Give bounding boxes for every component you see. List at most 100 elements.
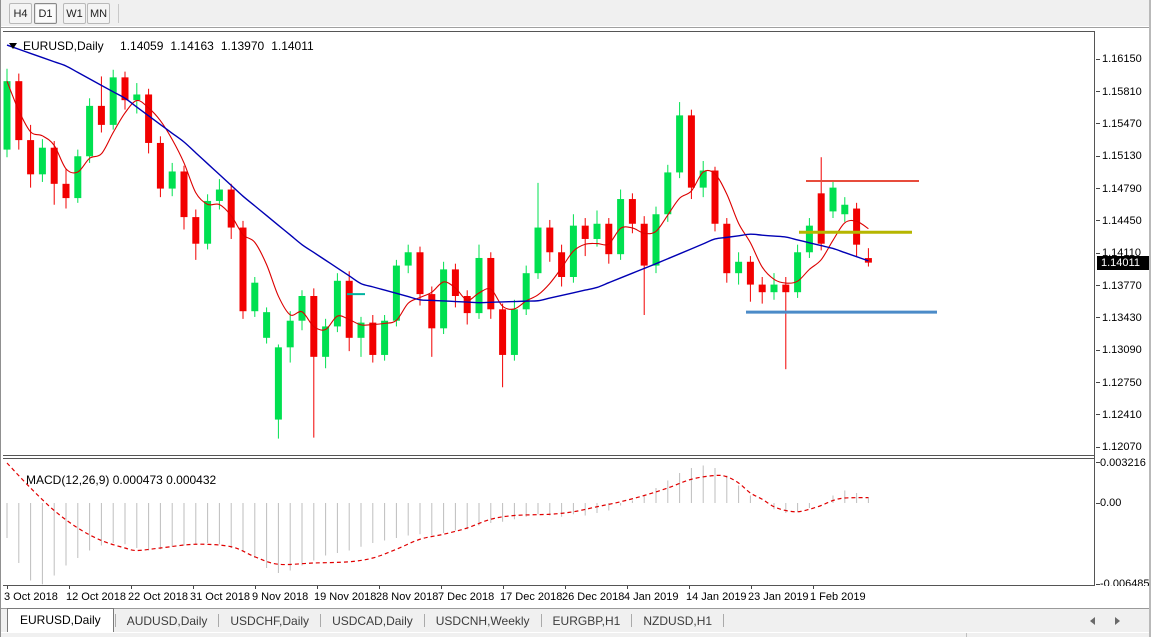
date-axis-tick [379, 586, 380, 589]
tabbar-separator [1, 608, 1151, 609]
tab-divider [723, 614, 725, 627]
chart-title: EURUSD,Daily 1.14059 1.14163 1.13970 1.1401… [9, 39, 314, 53]
arrow-right-icon [1114, 617, 1120, 625]
date-axis-tick [255, 586, 256, 589]
date-axis-label: 26 Dec 2018 [562, 591, 625, 603]
timeframe-toolbar: H4 D1 W1 MN [1, 0, 1151, 28]
date-axis-label: 4 Jan 2019 [624, 591, 679, 603]
macd-signal-value: 0.000432 [166, 473, 217, 487]
macd-signal-line [6, 462, 869, 566]
chart-tab-usdchf[interactable]: USDCHF,Daily [230, 614, 310, 628]
macd-indicator-label: MACD(12,26,9) 0.000473 0.000432 [6, 459, 216, 501]
price-axis-tick [1096, 123, 1100, 125]
date-axis[interactable]: 3 Oct 2018 12 Oct 2018 22 Oct 2018 31 Oct 2… [1, 586, 1151, 608]
ohlc-open: 1.14059 [120, 39, 164, 53]
chart-tab-usdcnh[interactable]: USDCNH,Weekly [435, 614, 530, 628]
chart-tab-eurgbp[interactable]: EURGBP,H1 [552, 614, 621, 628]
date-axis-tick [813, 586, 814, 589]
timeframe-h4-button[interactable]: H4 [9, 3, 32, 24]
tab-divider [218, 614, 220, 627]
ohlc-low: 1.13970 [220, 39, 265, 53]
price-axis-label: 1.14790 [1102, 182, 1142, 195]
chart-tab-bar: EURUSD,Daily AUDUSD,Daily USDCHF,Daily USDC… [1, 608, 1151, 632]
date-axis-tick [7, 586, 8, 589]
price-axis-label: 1.14110 [1102, 247, 1141, 260]
current-price-tag: 1.14011 [1097, 255, 1151, 270]
ma-fast-line [6, 80, 869, 331]
chart-tab-nzdusd[interactable]: NZDUSD,H1 [643, 614, 713, 628]
tab-divider [423, 614, 425, 627]
ma-slow-line [6, 44, 869, 304]
price-axis-label: 1.15470 [1102, 117, 1142, 130]
price-axis-tick [1096, 220, 1100, 222]
price-axis-tick [1096, 285, 1100, 287]
price-axis-tick [1096, 317, 1100, 319]
price-axis-label: 1.16150 [1102, 53, 1142, 66]
price-axis-label: 1.12750 [1102, 376, 1142, 389]
symbol-marker-icon [9, 43, 17, 49]
chart-tab-audusd[interactable]: AUDUSD,Daily [126, 614, 208, 628]
price-axis-tick [1096, 58, 1100, 60]
date-axis-tick [131, 586, 132, 589]
price-axis-tick [1096, 349, 1100, 351]
date-axis-tick [317, 586, 318, 589]
macd-axis-label: 0.00 [1100, 497, 1122, 509]
macd-name: MACD(12,26,9) [26, 473, 110, 487]
ohlc-close: 1.14011 [271, 39, 314, 53]
date-axis-tick [565, 586, 566, 589]
price-axis-tick [1096, 382, 1100, 383]
macd-axis-tick [1096, 462, 1100, 464]
date-axis-label: 17 Dec 2018 [500, 591, 563, 603]
date-axis-label: 28 Nov 2018 [376, 591, 439, 603]
chart-tab-usdcad[interactable]: USDCAD,Daily [332, 614, 413, 628]
tab-scroll-right-button[interactable] [1110, 615, 1124, 627]
tab-scroll-left-button[interactable] [1085, 615, 1099, 627]
macd-main-value: 0.000473 [112, 473, 163, 487]
price-axis-label: 1.13430 [1102, 311, 1142, 324]
price-axis-label: 1.13770 [1102, 279, 1142, 292]
date-axis-label: 9 Nov 2018 [252, 591, 309, 603]
timeframe-w1-button[interactable]: W1 [63, 3, 86, 24]
date-axis-tick [751, 586, 752, 589]
date-axis-label: 23 Jan 2019 [748, 591, 809, 603]
macd-histogram-layer [6, 465, 869, 585]
price-axis-tick [1096, 91, 1100, 93]
date-axis-tick [193, 586, 194, 589]
price-axis-tick [1096, 188, 1100, 190]
date-axis-label: 19 Nov 2018 [314, 591, 377, 603]
price-axis-label: 1.15130 [1102, 150, 1142, 163]
price-axis-tick [1096, 155, 1100, 157]
macd-axis-tick [1096, 583, 1100, 585]
price-axis-label: 1.14450 [1102, 214, 1142, 227]
date-axis-tick [689, 586, 690, 589]
timeframe-d1-button[interactable]: D1 [34, 3, 57, 24]
tab-divider [114, 614, 116, 627]
status-strip-divider [966, 633, 967, 637]
date-axis-tick [441, 586, 442, 589]
macd-axis-tick [1096, 502, 1100, 504]
price-axis-label: 1.12410 [1102, 408, 1142, 421]
date-axis-tick [627, 586, 628, 589]
price-axis-label: 1.15810 [1102, 85, 1142, 98]
macd-axis-label: 0.003216 [1100, 456, 1146, 469]
price-axis[interactable]: 1.14011 1.16150 1.15810 1.15470 1.15130 1.14… [1096, 30, 1151, 590]
price-axis-tick [1096, 446, 1100, 448]
date-axis-label: 14 Jan 2019 [686, 591, 747, 603]
price-axis-label: 1.12070 [1102, 441, 1142, 454]
price-axis-label: 1.13090 [1102, 344, 1142, 357]
timeframe-mn-button[interactable]: MN [87, 3, 110, 24]
ohlc-high: 1.14163 [170, 39, 214, 53]
date-axis-label: 12 Oct 2018 [66, 591, 126, 603]
date-axis-label: 1 Feb 2019 [810, 591, 866, 603]
chart-canvas[interactable]: EURUSD,Daily 1.14059 1.14163 1.13970 1.1401… [1, 30, 1096, 586]
toolbar-separator [118, 4, 119, 23]
date-axis-label: 31 Oct 2018 [190, 591, 250, 603]
window-right-edge [1149, 0, 1151, 637]
price-chart-svg [3, 30, 1096, 586]
tab-divider [631, 614, 633, 627]
date-axis-label: 22 Oct 2018 [128, 591, 188, 603]
chart-tab-eurusd[interactable]: EURUSD,Daily [7, 608, 114, 632]
date-axis-label: 3 Oct 2018 [4, 591, 58, 603]
date-axis-tick [69, 586, 70, 589]
